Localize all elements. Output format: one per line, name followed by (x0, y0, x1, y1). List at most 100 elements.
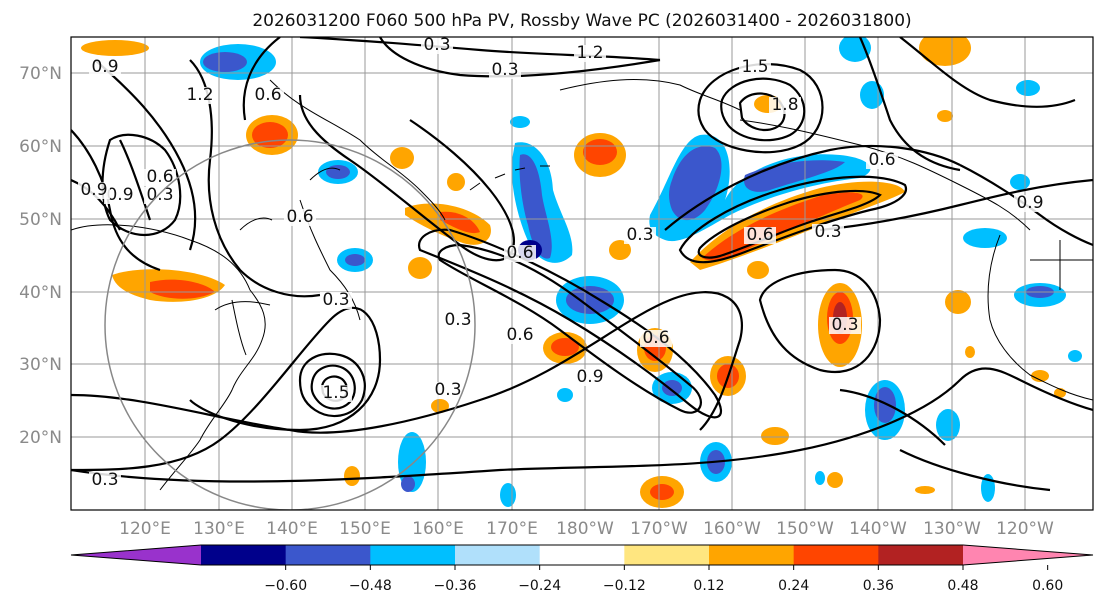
contour-0.6-alaska-east (858, 37, 961, 172)
colorbar-extend-max (963, 545, 1093, 565)
longitude-label: 150°E (339, 519, 391, 539)
colorbar-tick-label: 0.36 (863, 578, 894, 594)
contour-label-bg (574, 45, 606, 62)
contour-label: 0.6 (868, 150, 895, 170)
contour-label: 1.2 (186, 85, 213, 105)
map-panel: 0.91.2 0.60.3 1.20.3 1.51.80.60.9 0.30.60.90… (71, 35, 1093, 510)
contour-label: 0.6 (254, 85, 281, 105)
anomaly-bering-aleutian (511, 134, 871, 263)
contour-label-bg (320, 385, 352, 402)
longitude-label: 150°W (776, 519, 834, 539)
coastline-aleutians (469, 165, 550, 191)
contour-label: 0.3 (146, 185, 173, 205)
contour-label-bg (421, 37, 453, 54)
contour-0.9-east (959, 164, 1093, 247)
contour-0.9-west (71, 139, 152, 231)
range-ring (104, 139, 476, 510)
colorbar-extend-min (71, 545, 201, 565)
longitude-label: 120°W (996, 519, 1054, 539)
contour-label-bg (78, 182, 110, 199)
colorbar-segment (793, 545, 879, 565)
colorbar-segment (285, 545, 371, 565)
coastline-alaska (559, 79, 1031, 231)
contour-label-bg (184, 87, 216, 104)
contour-jet-core (678, 175, 908, 264)
colorbar-segment (201, 545, 287, 565)
coastline-kamchatka (269, 79, 446, 221)
contour-label-bg (624, 227, 656, 244)
contour-label-bg (442, 312, 474, 329)
contour-label-bg (1014, 195, 1046, 212)
contour-label: 1.2 (576, 43, 603, 63)
contour-label-bg (574, 369, 606, 386)
contour-0.9-trough (437, 243, 702, 414)
colorbar-tick-label: 0.60 (1032, 578, 1063, 594)
contour-label: 0.6 (506, 243, 533, 263)
contour-label: 0.9 (576, 367, 603, 387)
contour-label: 0.9 (80, 180, 107, 200)
longitude-label: 180°W (556, 519, 614, 539)
colorbar-tick-label: −0.36 (434, 578, 477, 594)
colorbar-segment (370, 545, 456, 565)
contour-label-bg (104, 187, 136, 204)
contour-label: 0.9 (91, 57, 118, 77)
colorbar-tick-label: −0.12 (603, 578, 646, 594)
longitude-label: 170°W (630, 519, 688, 539)
contour-0.3-north (71, 367, 1093, 483)
contour-0.6-northwest (71, 129, 161, 272)
longitude-label: 140°E (266, 519, 318, 539)
latitude-label: 50°N (19, 210, 62, 230)
contour-label: 0.6 (286, 207, 313, 227)
contour-label-bg (432, 382, 464, 399)
latitude-label: 70°N (19, 64, 62, 84)
contour-label-bg (252, 87, 284, 104)
contour-label-bg (89, 59, 121, 76)
colorbar-tick-label: 0.48 (947, 578, 978, 594)
longitude-label: 130°W (923, 519, 981, 539)
contour-label-bg (320, 292, 352, 309)
contour-0.3-north-arc (379, 37, 661, 78)
longitude-label: 140°W (849, 519, 907, 539)
longitude-labels: 120°E 130°E 140°E 150°E 160°E 170°E 180°W 170°W… (119, 519, 1054, 539)
contour-label-bg (640, 330, 672, 347)
contour-label: 0.9 (1016, 193, 1043, 213)
longitude-label: 170°E (486, 519, 538, 539)
colorbar-segment (539, 545, 625, 565)
contour-label: 0.3 (91, 470, 118, 490)
map-title: 2026031200 F060 500 hPa PV, Rossby Wave … (252, 11, 911, 31)
contour-label: 0.9 (106, 185, 133, 205)
contour-label: 1.5 (322, 383, 349, 403)
colorbar-tick-label: −0.60 (264, 578, 307, 594)
latitude-label: 30°N (19, 355, 62, 375)
contour-label-bg (769, 97, 801, 114)
contour-label: 0.3 (322, 290, 349, 310)
contour-label: 0.6 (506, 325, 533, 345)
colorbar-tick-label: 0.12 (693, 578, 724, 594)
latitude-labels: 70°N 60°N 50°N 40°N 30°N 20°N (19, 64, 62, 448)
contour-label-bg (866, 152, 898, 169)
contour-label: 0.3 (423, 35, 450, 55)
contour-label: 0.3 (626, 225, 653, 245)
contour-label: 0.3 (831, 315, 858, 335)
graticule (71, 37, 1093, 510)
contour-label: 0.6 (146, 167, 173, 187)
latitude-label: 60°N (19, 137, 62, 157)
contour-label: 1.8 (771, 95, 798, 115)
map-frame (70, 36, 1094, 511)
colorbar-tick-label: −0.24 (518, 578, 561, 594)
contour-0.3-subtropical-east (758, 268, 882, 373)
contour-label-bg (284, 209, 316, 226)
coastline-asia (71, 217, 273, 491)
contour-1.2-west (94, 59, 197, 251)
contour-label-bg (89, 472, 121, 489)
colorbar-segment (455, 545, 541, 565)
contour-label-bg (739, 59, 771, 76)
contour-0.3-southeast (839, 388, 1051, 492)
contour-label-bg (829, 317, 861, 334)
colorbar-outline (70, 544, 1094, 566)
longitude-label: 160°E (412, 519, 464, 539)
contour-0.9-northeast (899, 37, 1076, 108)
colorbar-tick-label: 0.24 (778, 578, 809, 594)
contour-label: 0.3 (444, 310, 471, 330)
